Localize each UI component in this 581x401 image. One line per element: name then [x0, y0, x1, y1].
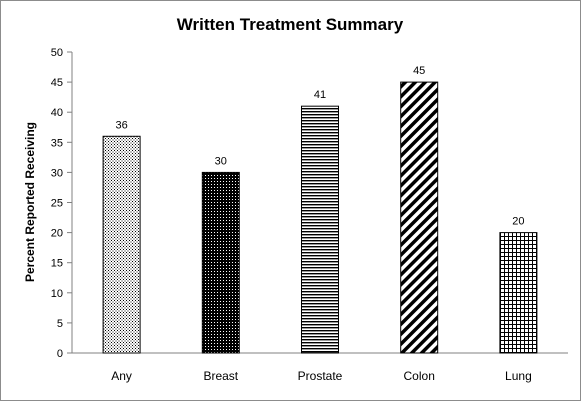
y-tick-label: 25 [51, 198, 63, 210]
bar-prostate [301, 105, 339, 354]
y-tick-label: 0 [57, 348, 63, 360]
y-axis-ticks: 0 5 10 15 20 25 30 35 40 45 50 [51, 47, 72, 360]
y-tick-label: 15 [51, 258, 63, 270]
category-label-breast: Breast [203, 369, 238, 383]
category-label-lung: Lung [505, 369, 532, 383]
bars-group [102, 81, 538, 354]
y-tick-label: 5 [57, 318, 63, 330]
data-label-colon: 45 [413, 65, 425, 77]
category-label-colon: Colon [404, 369, 435, 383]
category-label-prostate: Prostate [298, 369, 343, 383]
y-axis-label: Percent Reported Receiving [23, 122, 37, 282]
data-label-lung: 20 [512, 216, 524, 228]
category-labels-group: Any Breast Prostate Colon Lung [111, 369, 531, 383]
data-labels-group: 36 30 41 45 20 [115, 65, 524, 228]
y-tick-label: 30 [51, 167, 63, 179]
y-tick-label: 35 [51, 137, 63, 149]
y-tick-label: 45 [51, 77, 63, 89]
bar-colon [400, 81, 439, 354]
data-label-prostate: 41 [314, 89, 326, 101]
y-tick-label: 10 [51, 288, 63, 300]
bar-any [102, 135, 141, 354]
data-label-any: 36 [115, 119, 127, 131]
chart-title: Written Treatment Summary [177, 15, 404, 34]
y-tick-label: 40 [51, 107, 63, 119]
y-tick-label: 50 [51, 47, 63, 59]
category-label-any: Any [111, 369, 132, 383]
bar-breast [201, 171, 240, 354]
data-label-breast: 30 [215, 155, 227, 167]
y-tick-label: 20 [51, 228, 63, 240]
bar-lung [499, 232, 538, 354]
